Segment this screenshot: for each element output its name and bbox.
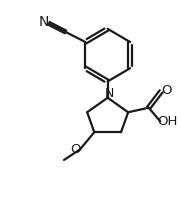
Text: N: N [105, 87, 114, 100]
Text: O: O [70, 143, 81, 156]
Text: O: O [161, 84, 171, 97]
Text: OH: OH [157, 115, 178, 128]
Text: N: N [38, 15, 49, 29]
